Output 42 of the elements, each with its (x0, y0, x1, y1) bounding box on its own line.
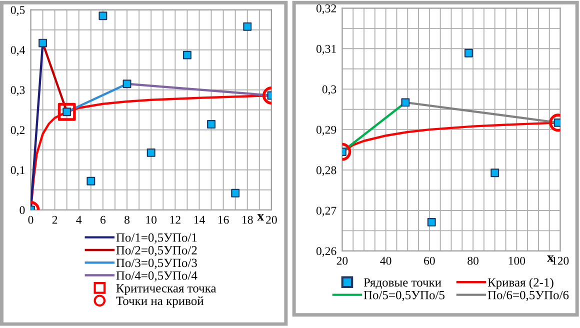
x-tick-label: 40 (380, 256, 392, 265)
x-tick-label: 4 (76, 216, 82, 224)
x-tick-label: 14 (194, 216, 205, 224)
x-tick-label: 100 (508, 256, 526, 265)
y-tick-label: 0,32 (316, 4, 336, 14)
legend-label: По/6=0,5УПо/6 (488, 290, 569, 302)
legend-label: По/2=0,5УПо/2 (116, 246, 197, 256)
legend-label: Критическая точка (116, 284, 216, 295)
legend-label: Кривая (2-1) (488, 278, 554, 290)
y-tick-label: 0,3 (10, 86, 25, 96)
y-tick-label: 0 (20, 206, 25, 214)
y-tick-label: 0,2 (10, 126, 25, 136)
legend-label: Рядовые точки (364, 278, 442, 289)
y-tick-label: 0,5 (10, 6, 25, 16)
y-tick-label: 0,27 (316, 206, 336, 216)
x-tick-label: 2 (52, 216, 58, 224)
x-tick-label: 10 (146, 216, 157, 224)
legend-label: По/1=0,5УПо/1 (116, 233, 197, 244)
x-tick-label: 12 (170, 216, 180, 224)
y-tick-label: 0,28 (316, 166, 336, 176)
x-axis-title: x (257, 214, 264, 221)
x-tick-label: 6 (100, 216, 106, 224)
legend-label: По/5=0,5УПо/5 (364, 290, 445, 302)
x-axis-title: x (547, 255, 554, 262)
legend-label: По/3=0,5УПо/3 (116, 258, 197, 269)
y-tick-label: 0,3 (322, 85, 336, 96)
x-tick-label: 120 (552, 256, 569, 265)
x-tick-label: 0 (28, 216, 34, 224)
x-tick-label: 8 (124, 216, 130, 224)
x-tick-label: 18 (242, 216, 253, 224)
x-tick-label: 16 (218, 216, 229, 224)
y-tick-label: 0,1 (10, 166, 24, 176)
x-tick-label: 60 (424, 256, 435, 265)
legend-label: По/4=0,5УПо/4 (116, 271, 198, 282)
y-tick-label: 0,26 (316, 247, 336, 257)
x-tick-label: 20 (336, 256, 348, 265)
y-tick-label: 0,29 (316, 126, 336, 136)
x-tick-label: 80 (468, 256, 478, 265)
y-tick-label: 0,31 (316, 44, 336, 55)
x-tick-label: 20 (266, 216, 277, 224)
legend-label: Точки на кривой (116, 296, 204, 308)
y-tick-label: 0,4 (10, 46, 25, 56)
